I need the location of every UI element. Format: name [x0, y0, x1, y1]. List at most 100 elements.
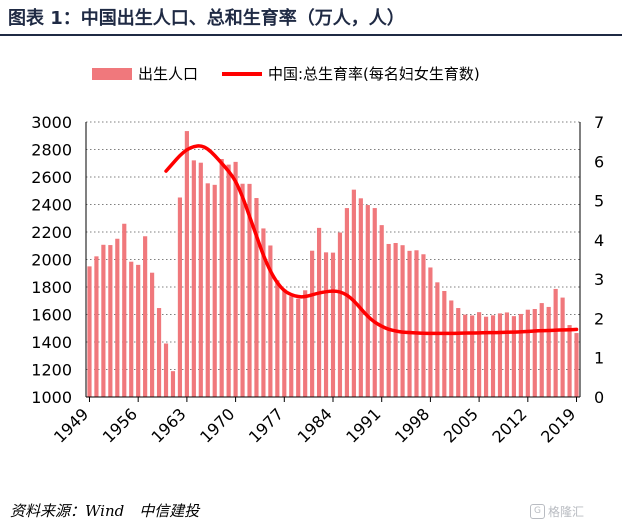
y-right-tick-label: 0	[594, 388, 604, 407]
bar-1984	[330, 252, 336, 397]
y-left-tick-label: 2600	[31, 168, 72, 187]
x-tick-label: 2012	[488, 404, 530, 446]
bar-1951	[101, 244, 106, 397]
y-left-tick-label: 1800	[31, 278, 72, 297]
bar-1949	[87, 266, 92, 397]
bar-1983	[323, 252, 329, 397]
bar-2007	[490, 315, 496, 397]
x-tick-label: 1970	[196, 404, 238, 446]
bar-2001	[449, 300, 454, 397]
x-tick-label: 2005	[440, 404, 482, 446]
bar-2008	[497, 313, 503, 397]
bar-2012	[525, 309, 530, 397]
y-right-tick-label: 5	[594, 192, 604, 211]
watermark: G 格隆汇	[530, 503, 584, 520]
bar-2009	[504, 312, 510, 397]
bar-1959	[156, 308, 162, 397]
y-left-tick-label: 2400	[31, 196, 72, 215]
bar-1977	[282, 289, 287, 397]
bar-1961	[170, 371, 176, 397]
fertility-rate-line	[164, 144, 579, 336]
bar-1981	[310, 250, 315, 397]
y-left-tick-label: 1400	[31, 333, 72, 352]
watermark-text: 格隆汇	[548, 505, 585, 519]
bar-1997	[421, 254, 426, 397]
bar-1995	[407, 250, 412, 397]
y-left-tick-label: 2800	[31, 141, 72, 160]
bar-1969	[226, 164, 231, 397]
y-left-tick-label: 2000	[31, 251, 72, 270]
y-left-tick-label: 1000	[31, 388, 72, 407]
bar-1990	[372, 208, 377, 397]
bar-1968	[219, 158, 224, 397]
source-note: 资料来源：Wind 中信建投	[10, 502, 200, 520]
bar-1980	[303, 290, 308, 397]
x-tick-label: 1977	[245, 404, 287, 446]
bar-2017	[560, 297, 565, 397]
bar-1982	[316, 227, 322, 397]
bar-1999	[435, 282, 440, 397]
bar-2018	[567, 325, 572, 397]
bar-1954	[122, 223, 127, 397]
bar-1953	[115, 238, 120, 397]
x-tick-label: 1998	[391, 404, 433, 446]
bar-2014	[539, 303, 544, 397]
y-right-tick-label: 2	[594, 309, 604, 328]
chart: 出生人口 中国:总生育率(每名妇女生育数) 1000 1200 1400 1600 1800…	[31, 65, 604, 447]
legend-label-fertility: 中国:总生育率(每名妇女生育数)	[268, 65, 480, 83]
bar-2006	[483, 316, 489, 397]
legend-label-births: 出生人口	[138, 65, 198, 83]
x-tick-label: 1991	[342, 404, 384, 446]
bar-1958	[150, 272, 155, 397]
legend-bar-swatch	[92, 68, 132, 80]
bar-1964	[191, 160, 196, 397]
bar-1973	[254, 198, 259, 397]
bar-1975	[268, 245, 273, 397]
title-divider	[0, 34, 622, 36]
bar-1976	[275, 280, 280, 397]
bar-1986	[344, 208, 350, 397]
bar-1992	[386, 243, 391, 397]
watermark-logo-icon: G	[530, 504, 545, 519]
bar-2004	[470, 315, 475, 397]
y-right-tick-label: 1	[594, 349, 604, 368]
bar-2002	[456, 308, 461, 397]
bar-1955	[129, 261, 134, 397]
bar-1967	[212, 184, 217, 397]
bar-2003	[463, 314, 468, 397]
bar-1978	[289, 296, 294, 397]
y-left-tick-label: 3000	[31, 113, 72, 132]
x-tick-label: 1949	[50, 404, 92, 446]
bar-1970	[233, 161, 238, 397]
y-right-tick-label: 7	[594, 113, 604, 132]
bar-2000	[442, 290, 447, 397]
bar-1963	[184, 131, 189, 397]
bar-1950	[94, 256, 99, 397]
bar-1989	[365, 205, 370, 397]
bar-1972	[247, 183, 252, 397]
bar-1965	[198, 162, 203, 397]
bar-2019	[574, 333, 579, 397]
bar-1987	[351, 189, 356, 397]
y-left-tick-label: 2200	[31, 223, 72, 242]
chart-title: 图表 1：中国出生人口、总和生育率（万人，人）	[8, 8, 405, 29]
bar-2010	[511, 316, 516, 397]
y-right-tick-label: 4	[594, 231, 604, 250]
bar-2013	[532, 309, 537, 397]
bar-1960	[163, 343, 169, 397]
bar-1974	[261, 228, 266, 397]
bar-1952	[108, 245, 113, 397]
bar-1993	[393, 243, 398, 397]
bar-1962	[177, 197, 183, 397]
bar-2016	[553, 288, 558, 397]
bar-1996	[414, 250, 419, 397]
bar-1956	[136, 264, 141, 397]
bar-1979	[296, 298, 301, 397]
bar-1988	[358, 198, 363, 397]
bar-2015	[546, 306, 551, 397]
bar-2005	[477, 312, 482, 397]
y-right-tick-label: 3	[594, 270, 604, 289]
bar-1971	[240, 183, 245, 397]
x-tick-label: 2019	[537, 404, 579, 446]
x-tick-label: 1956	[99, 404, 141, 446]
